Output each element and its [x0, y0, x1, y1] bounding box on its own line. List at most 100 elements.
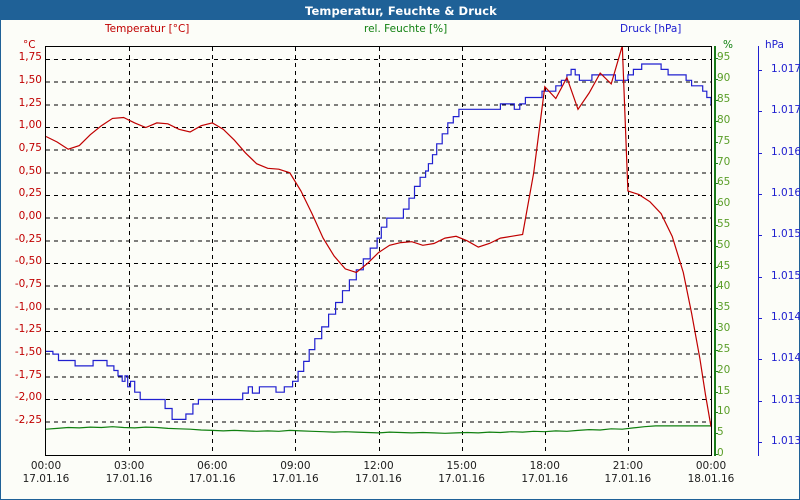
time-tick-date: 18.01.16 [687, 473, 735, 485]
temperature-tick-label: -1,25 [14, 323, 42, 336]
humidity-tick-mark [714, 58, 718, 60]
time-tick-label: 00:00 18.01.16 [671, 460, 751, 486]
humidity-tick-label: 40 [717, 280, 731, 293]
humidity-tick-mark [714, 287, 718, 289]
humidity-tick-mark [714, 183, 718, 185]
temperature-tick-label: 1,75 [18, 51, 42, 64]
time-tick-date: 17.01.16 [438, 473, 485, 485]
humidity-tick-label: 85 [717, 93, 731, 106]
humidity-tick-mark [714, 79, 718, 81]
humidity-tick-label: 95 [717, 51, 731, 64]
temperature-tick-label: -2,00 [14, 391, 42, 404]
plot-svg [46, 47, 711, 455]
time-tick-time: 00:00 [30, 460, 62, 472]
time-tick-label: 03:00 17.01.16 [89, 460, 169, 486]
time-tick-label: 06:00 17.01.16 [172, 460, 252, 486]
pressure-axis-labels: 1.017 1.017 1.016 1.016 1.015 1.015 1.014 1.014… [765, 46, 800, 458]
pressure-tick-mark [758, 318, 762, 319]
temperature-axis-labels: 1,75 1,50 1,25 1,00 0,75 0,50 0,25 0,00 -0,25 -0,… [1, 46, 42, 458]
vertical-gridlines [129, 47, 629, 455]
humidity-tick-mark [714, 412, 718, 414]
time-tick-date: 17.01.16 [22, 473, 70, 485]
time-tick-time: 18:00 [529, 460, 560, 472]
humidity-tick-label: 80 [717, 113, 731, 126]
pressure-tick-mark [758, 276, 762, 278]
humidity-tick-mark [714, 162, 718, 164]
humidity-tick-mark [714, 225, 718, 226]
axis-unit-percent: % [723, 39, 733, 51]
humidity-tick-label: 45 [717, 259, 731, 272]
humidity-axis-line [714, 46, 716, 456]
time-tick-date: 17.01.16 [355, 473, 402, 485]
temperature-tick-label: 1,25 [18, 96, 42, 109]
pressure-tick-label: 1.016 [771, 187, 800, 199]
pressure-axis-line [758, 46, 759, 456]
time-tick-label: 12:00 17.01.16 [339, 460, 419, 486]
time-tick-label: 21:00 17.01.16 [588, 460, 668, 486]
humidity-tick-mark [714, 100, 718, 102]
time-tick-label: 09:00 17.01.16 [255, 460, 335, 486]
pressure-tick-mark [758, 111, 762, 113]
humidity-tick-mark [714, 329, 718, 331]
time-tick-label: 18:00 17.01.16 [505, 460, 585, 486]
pressure-tick-mark [758, 442, 762, 443]
humidity-tick-label: 5 [717, 426, 724, 439]
humidity-tick-mark [714, 266, 718, 268]
plot-area [45, 46, 712, 456]
pressure-tick-label: 1.015 [771, 269, 800, 282]
pressure-tick-label: 1.013 [771, 435, 800, 447]
humidity-tick-mark [714, 349, 718, 351]
pressure-tick-label: 1.013 [771, 393, 800, 406]
time-tick-time: 06:00 [197, 460, 228, 472]
pressure-tick-mark [758, 359, 762, 361]
time-axis-labels: 00:00 17.01.16 03:00 17.01.16 06:00 17.01.16 0… [1, 460, 800, 496]
pressure-tick-label: 1.014 [771, 352, 800, 365]
humidity-tick-mark [714, 120, 718, 122]
temperature-tick-label: -1,75 [14, 368, 42, 381]
legend-temperature: Temperatur [°C] [105, 23, 190, 35]
humidity-axis-labels: 95 90 85 80 75 70 65 60 55 50 45 40 35 30 25 20 15 10 5 0 [717, 46, 745, 459]
humidity-tick-mark [714, 141, 718, 143]
time-tick-time: 09:00 [280, 460, 311, 472]
humidity-tick-mark [714, 370, 718, 372]
humidity-tick-label: 50 [717, 238, 731, 251]
humidity-tick-label: 35 [717, 301, 731, 314]
temperature-tick-label: 0,25 [18, 187, 42, 200]
temperature-tick-label: -0,25 [14, 232, 42, 245]
humidity-tick-label: 70 [717, 155, 731, 168]
time-tick-date: 17.01.16 [105, 473, 153, 485]
legend-pressure: Druck [hPa] [620, 23, 682, 35]
humidity-line [46, 425, 711, 434]
pressure-tick-mark [758, 70, 762, 71]
humidity-tick-label: 30 [717, 322, 731, 335]
humidity-tick-label: 75 [717, 134, 731, 147]
time-tick-date: 17.01.16 [604, 473, 652, 485]
temperature-tick-label: 1,00 [18, 119, 42, 132]
pressure-tick-label: 1.017 [771, 63, 800, 75]
temperature-tick-label: 1,50 [18, 74, 42, 87]
humidity-tick-mark [714, 308, 718, 310]
pressure-tick-label: 1.016 [771, 145, 800, 158]
time-tick-time: 00:00 [695, 460, 727, 472]
humidity-tick-label: 10 [717, 405, 731, 418]
legend-humidity: rel. Feuchte [%] [364, 23, 448, 35]
time-tick-date: 17.01.16 [521, 473, 569, 485]
pressure-tick-label: 1.014 [771, 311, 800, 323]
pressure-tick-mark [758, 152, 762, 154]
time-tick-label: 15:00 17.01.16 [422, 460, 502, 486]
humidity-tick-label: 25 [717, 342, 731, 355]
time-tick-time: 15:00 [446, 460, 477, 472]
humidity-tick-mark [714, 245, 718, 247]
humidity-tick-label: 60 [717, 197, 731, 210]
time-tick-date: 17.01.16 [188, 473, 236, 485]
pressure-line [46, 63, 711, 420]
pressure-tick-mark [758, 400, 762, 402]
pressure-tick-label: 1.017 [771, 104, 800, 117]
window-title-bar: Temperatur, Feuchte & Druck [1, 1, 800, 20]
time-tick-label: 00:00 17.01.16 [6, 460, 86, 486]
temperature-tick-label: -1,50 [14, 346, 42, 359]
temperature-tick-label: -1,00 [14, 300, 42, 313]
time-tick-time: 03:00 [113, 460, 145, 472]
humidity-tick-label: 90 [717, 72, 731, 85]
humidity-tick-mark [714, 433, 718, 435]
